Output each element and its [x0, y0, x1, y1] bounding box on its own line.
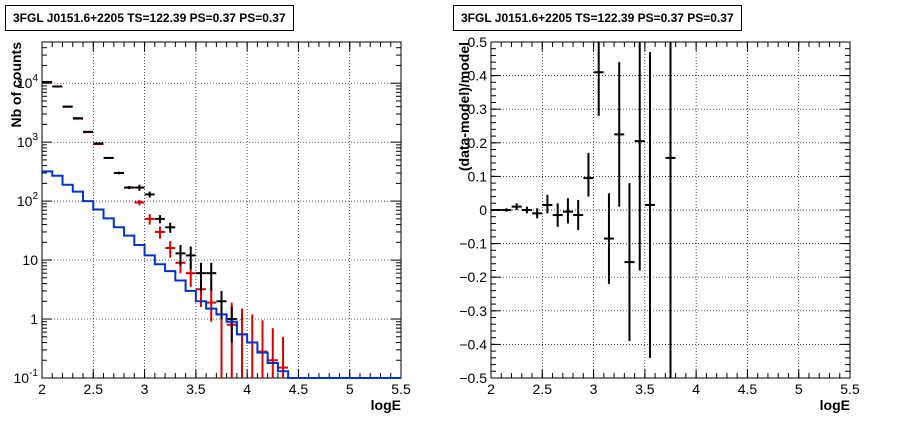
y-tick-base: 10	[14, 370, 30, 386]
residuals-panel: 2 2.5 3 3.5 4 4.5 5 5.5 logE 0.5 0.4 0.3 0.2 0.1 0 −0.1…	[449, 0, 898, 421]
y-tick-label: 0.2	[468, 135, 488, 151]
y-tick-base: 10	[17, 193, 33, 209]
y-tick-label: 0.1	[468, 168, 488, 184]
x-axis-label: logE	[371, 397, 401, 413]
x-tick-label: 3	[590, 381, 598, 397]
residuals-chart-title: 3FGL J0151.6+2205 TS=122.39 PS=0.37 PS=0…	[453, 5, 742, 31]
y-tick-label: 0.3	[468, 101, 488, 117]
axis-ticks	[490, 41, 851, 379]
x-tick-label: 4.5	[738, 381, 758, 397]
y-tick-label: 10	[22, 252, 38, 268]
y-tick-exponent: 4	[32, 73, 38, 84]
y-axis-label: Nb of counts	[8, 42, 24, 128]
y-axis-label: (data-model)/model	[456, 42, 472, 171]
y-tick-label: 103	[17, 132, 39, 150]
y-tick-base: 10	[17, 75, 33, 91]
y-tick-base: 10	[17, 134, 33, 150]
y-tick-label: −0.5	[459, 370, 487, 386]
counts-panel: 2 2.5 3 3.5 4 4.5 5 5.5 logE 104 103 102 10 1 10-1 Nb o…	[5, 5, 411, 413]
counts-chart-title: 3FGL J0151.6+2205 TS=122.39 PS=0.37 PS=0…	[5, 5, 294, 31]
y-tick-label: 0.5	[468, 34, 488, 50]
x-tick-label: 2	[38, 381, 46, 397]
x-tick-label: 5	[346, 381, 354, 397]
y-tick-label: 1	[30, 311, 38, 327]
y-tick-label: 0.4	[468, 68, 488, 84]
x-tick-label: 5	[795, 381, 803, 397]
y-tick-base: 10	[22, 252, 38, 268]
x-tick-label: 5.5	[840, 381, 860, 397]
x-axis-label: logE	[820, 397, 850, 413]
y-tick-label: −0.3	[459, 303, 487, 319]
y-tick-label: 0	[479, 202, 487, 218]
y-tick-base: 1	[30, 311, 38, 327]
y-tick-label: −0.1	[459, 236, 487, 252]
x-tick-label: 4	[243, 381, 251, 397]
model-source-histogram	[42, 170, 401, 379]
x-tick-label: 4	[692, 381, 700, 397]
y-tick-label: 104	[17, 73, 39, 91]
y-tick-label: 10-1	[14, 368, 39, 386]
y-tick-exponent: 2	[32, 191, 38, 202]
y-tick-label: 102	[17, 191, 39, 209]
data-points	[491, 42, 676, 378]
x-tick-label: 2	[487, 381, 495, 397]
x-tick-label: 3	[141, 381, 149, 397]
y-tick-exponent: -1	[29, 368, 38, 379]
y-tick-exponent: 3	[32, 132, 38, 143]
x-tick-label: 2.5	[84, 381, 104, 397]
y-tick-label: −0.4	[459, 336, 487, 352]
x-tick-label: 3.5	[635, 381, 655, 397]
y-tick-label: −0.2	[459, 269, 487, 285]
x-tick-label: 4.5	[289, 381, 309, 397]
x-tick-label: 5.5	[391, 381, 411, 397]
data-points	[42, 80, 237, 343]
model-source-step-line	[42, 170, 401, 379]
x-tick-label: 3.5	[186, 381, 206, 397]
x-tick-label: 2.5	[533, 381, 553, 397]
grid	[491, 42, 850, 378]
